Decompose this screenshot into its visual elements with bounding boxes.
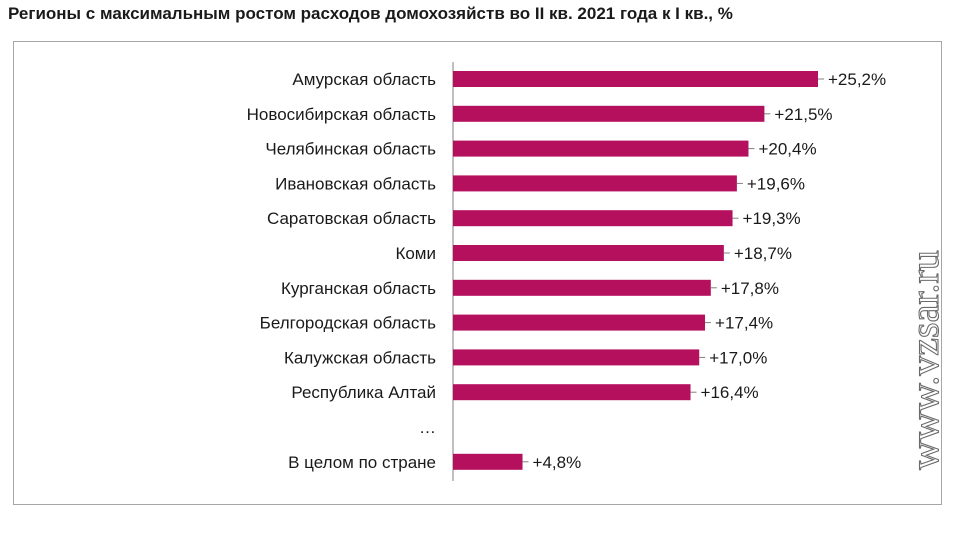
bar bbox=[453, 349, 700, 366]
data-label: +17,0% bbox=[709, 348, 767, 367]
data-label: +16,4% bbox=[701, 383, 759, 402]
category-label: Республика Алтай bbox=[291, 383, 436, 402]
bar bbox=[453, 314, 706, 331]
data-label: +20,4% bbox=[758, 140, 816, 159]
chart-frame bbox=[13, 41, 942, 505]
data-label: +17,8% bbox=[721, 279, 779, 298]
bar bbox=[453, 210, 733, 227]
data-label: +4,8% bbox=[533, 453, 582, 472]
bar bbox=[453, 71, 818, 87]
data-label: +18,7% bbox=[734, 244, 792, 263]
category-label: Амурская область bbox=[292, 70, 436, 89]
data-label: +19,6% bbox=[747, 174, 805, 193]
chart-title: Регионы с максимальным ростом расходов д… bbox=[8, 4, 733, 23]
data-label: +25,2% bbox=[828, 70, 886, 89]
category-label: Челябинская область bbox=[265, 140, 436, 159]
bar bbox=[453, 384, 691, 401]
bar bbox=[453, 279, 711, 296]
data-label: +17,4% bbox=[715, 314, 773, 333]
category-label: В целом по стране bbox=[288, 453, 436, 472]
bar bbox=[453, 245, 724, 261]
bar bbox=[453, 175, 737, 192]
category-label: Калужская область bbox=[284, 348, 436, 367]
bar bbox=[453, 140, 749, 157]
bar bbox=[453, 105, 765, 122]
data-label: +21,5% bbox=[774, 105, 832, 124]
category-label: Саратовская область bbox=[267, 209, 436, 228]
category-label: Коми bbox=[395, 244, 436, 263]
category-label: Курганская область bbox=[281, 279, 436, 298]
data-label: +19,3% bbox=[743, 209, 801, 228]
category-label: Новосибирская область bbox=[247, 105, 436, 124]
category-label: Ивановская область bbox=[275, 174, 436, 193]
category-label: Белгородская область bbox=[260, 314, 436, 333]
watermark: www.vzsar.ru bbox=[901, 250, 947, 471]
bar bbox=[453, 453, 523, 470]
category-label: … bbox=[419, 418, 436, 437]
watermark-text: www.vzsar.ru bbox=[902, 250, 947, 470]
